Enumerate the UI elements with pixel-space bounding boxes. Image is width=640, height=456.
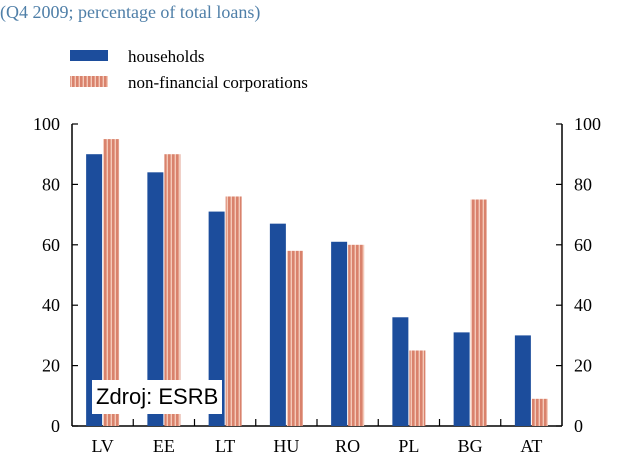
bar-corporations-lv bbox=[103, 139, 120, 426]
x-tick-label: BG bbox=[458, 436, 483, 456]
bar-corporations-lt bbox=[225, 196, 242, 426]
bar-households-pl bbox=[392, 317, 409, 426]
y-tick-label-right: 100 bbox=[574, 114, 601, 134]
y-tick-label-right: 60 bbox=[574, 235, 592, 255]
y-tick-label-left: 20 bbox=[42, 356, 60, 376]
bar-households-hu bbox=[269, 223, 286, 426]
y-tick-label-left: 0 bbox=[51, 416, 60, 436]
bar-corporations-bg bbox=[470, 199, 487, 426]
x-tick-label: LT bbox=[215, 436, 235, 456]
bar-corporations-ee bbox=[164, 154, 181, 426]
y-tick-label-left: 80 bbox=[42, 174, 60, 194]
y-tick-label-left: 100 bbox=[33, 114, 60, 134]
legend-swatch-households bbox=[70, 50, 108, 61]
legend-swatch-corporations bbox=[70, 76, 108, 87]
bar-corporations-hu bbox=[286, 250, 303, 426]
x-tick-label: LV bbox=[91, 436, 113, 456]
legend-label-corporations: non-financial corporations bbox=[128, 73, 308, 92]
source-label: Zdroj: ESRB bbox=[92, 380, 223, 414]
bar-households-bg bbox=[453, 332, 470, 426]
bar-households-lt bbox=[208, 211, 225, 426]
bar-households-at bbox=[514, 335, 531, 426]
bar-households-ro bbox=[331, 241, 348, 426]
y-tick-label-right: 0 bbox=[574, 416, 583, 436]
y-tick-label-right: 80 bbox=[574, 174, 592, 194]
legend: households non-financial corporations bbox=[70, 47, 308, 92]
y-tick-label-right: 40 bbox=[574, 295, 592, 315]
x-tick-label: AT bbox=[520, 436, 542, 456]
bar-corporations-ro bbox=[348, 244, 365, 426]
x-tick-label: HU bbox=[273, 436, 299, 456]
bar-corporations-at bbox=[531, 398, 548, 426]
y-tick-label-left: 40 bbox=[42, 295, 60, 315]
x-tick-label: RO bbox=[335, 436, 360, 456]
legend-label-households: households bbox=[128, 47, 205, 66]
x-tick-label: PL bbox=[398, 436, 419, 456]
bar-households-ee bbox=[147, 172, 164, 426]
chart-subtitle: (Q4 2009; percentage of total loans) bbox=[0, 2, 261, 22]
bar-households-lv bbox=[86, 154, 103, 426]
bar-corporations-pl bbox=[409, 350, 426, 426]
plot-area: 0 0 20 20 40 40 60 60 80 80 100 100 LV EE LT HU RO PL BG AT bbox=[33, 114, 601, 456]
y-tick-label-left: 60 bbox=[42, 235, 60, 255]
x-tick-label: EE bbox=[153, 436, 175, 456]
y-tick-label-right: 20 bbox=[574, 356, 592, 376]
